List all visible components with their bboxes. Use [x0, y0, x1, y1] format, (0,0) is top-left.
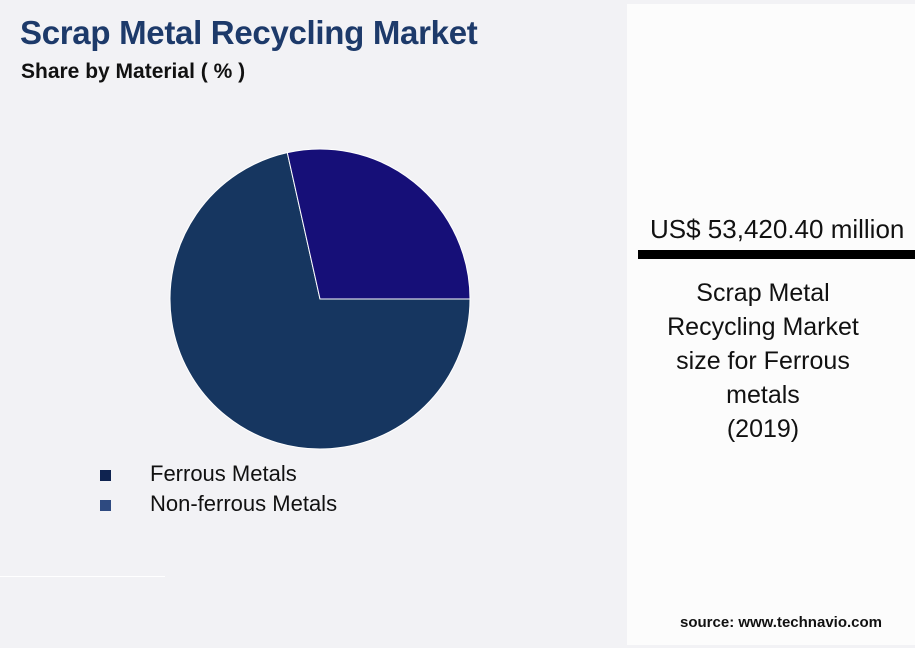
market-value: US$ 53,420.40 million	[650, 214, 905, 244]
chart-subtitle: Share by Material ( % )	[21, 60, 246, 83]
pie-slice-non-ferrous-metals	[286, 148, 471, 300]
callout-panel	[627, 4, 915, 645]
source-note: source: www.technavio.com	[680, 614, 882, 631]
market-description: Scrap Metal Recycling Market size for Fe…	[638, 276, 888, 446]
legend-label: Non-ferrous Metals	[150, 491, 338, 516]
pie-chart	[169, 148, 471, 450]
legend-label: Ferrous Metals	[150, 461, 297, 486]
legend-swatch	[100, 499, 111, 511]
chart-title: Scrap Metal Recycling Market	[20, 14, 478, 51]
pie-slice-ferrous-metals	[169, 152, 471, 450]
description-line: Recycling Market	[667, 313, 859, 341]
legend-item-non-ferrous: Non-ferrous Metals	[100, 491, 337, 517]
legend-item-ferrous: Ferrous Metals	[100, 461, 297, 487]
description-line: size for Ferrous	[676, 347, 850, 375]
legend-swatch	[100, 469, 111, 481]
value-underline	[638, 250, 915, 259]
description-line: Scrap Metal	[696, 279, 830, 307]
description-line: metals	[726, 381, 800, 409]
description-line: (2019)	[726, 415, 800, 443]
divider	[0, 576, 165, 577]
